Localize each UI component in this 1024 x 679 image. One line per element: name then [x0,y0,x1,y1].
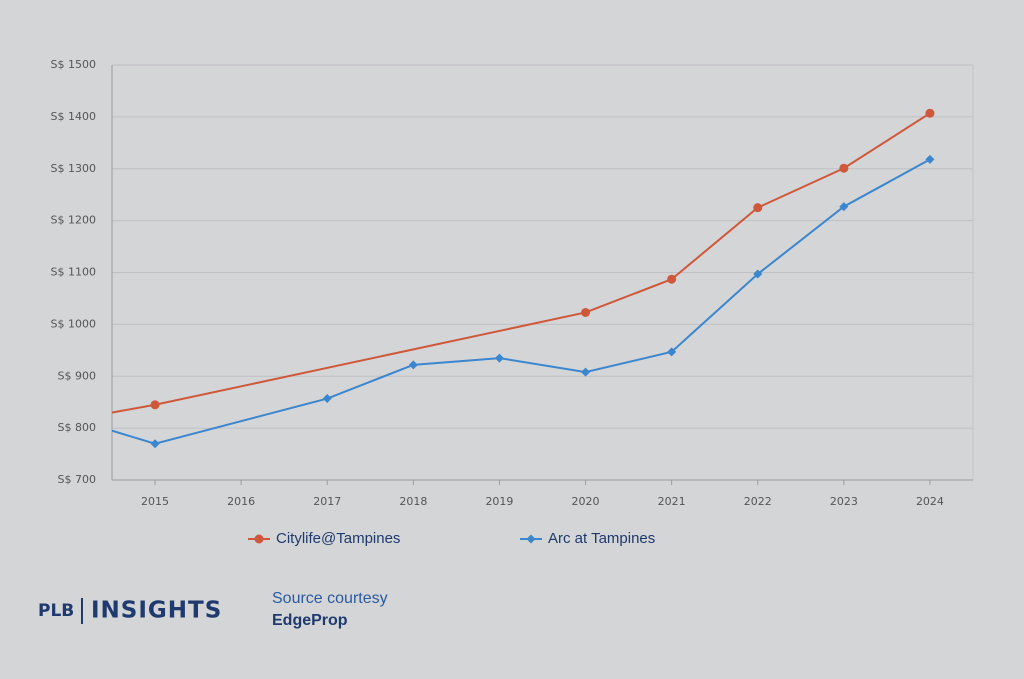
y-tick-label: S$ 1500 [51,58,96,71]
x-tick-label: 2021 [658,495,686,508]
point [581,307,591,317]
plot-area [112,108,935,449]
point [494,353,504,363]
x-tick-label: 2018 [399,495,427,508]
footer: PLB INSIGHTS Source courtesy EdgeProp [38,590,388,629]
point [667,347,677,357]
series-line [112,112,931,414]
point [925,108,935,118]
y-tick-label: S$ 900 [58,369,96,382]
point [150,400,160,410]
logo-text: PLB [38,601,74,621]
y-tick-label: S$ 1200 [51,214,96,227]
y-tick-label: S$ 1000 [51,317,96,330]
point [839,163,849,173]
grid: S$ 700 S$ 800 S$ 900 S$ 1000 S$ 1100 S$ 1200 S… [51,58,973,508]
point [667,274,677,284]
x-tick-label: 2023 [830,495,858,508]
point [150,439,160,449]
legend-label: Citylife@Tampines [276,530,400,547]
legend-marker [526,534,536,544]
point [839,202,849,212]
y-tick-label: S$ 1400 [51,110,96,123]
x-tick-label: 2017 [313,495,341,508]
x-tick-label: 2019 [485,495,513,508]
y-tick-label: S$ 1300 [51,162,96,175]
source-text: Source courtesy [272,590,388,607]
point [408,360,418,370]
y-tick-label: S$ 800 [58,421,96,434]
x-tick-label: 2024 [916,495,944,508]
legend-label: Arc at Tampines [548,530,655,547]
x-tick-label: 2015 [141,495,169,508]
legend-marker [254,534,264,544]
x-tick-label: 2020 [572,495,600,508]
logo-text: INSIGHTS [91,598,222,624]
point [322,394,332,404]
point [753,269,763,279]
legend: Citylife@Tampines Arc at Tampines [248,530,655,547]
point [753,203,763,213]
point [925,154,935,164]
series-line [112,158,931,445]
x-tick-label: 2022 [744,495,772,508]
y-tick-label: S$ 1100 [51,266,96,279]
y-tick-label: S$ 700 [58,473,96,486]
source-text: EdgeProp [272,612,348,629]
point [581,367,591,377]
x-tick-label: 2016 [227,495,255,508]
